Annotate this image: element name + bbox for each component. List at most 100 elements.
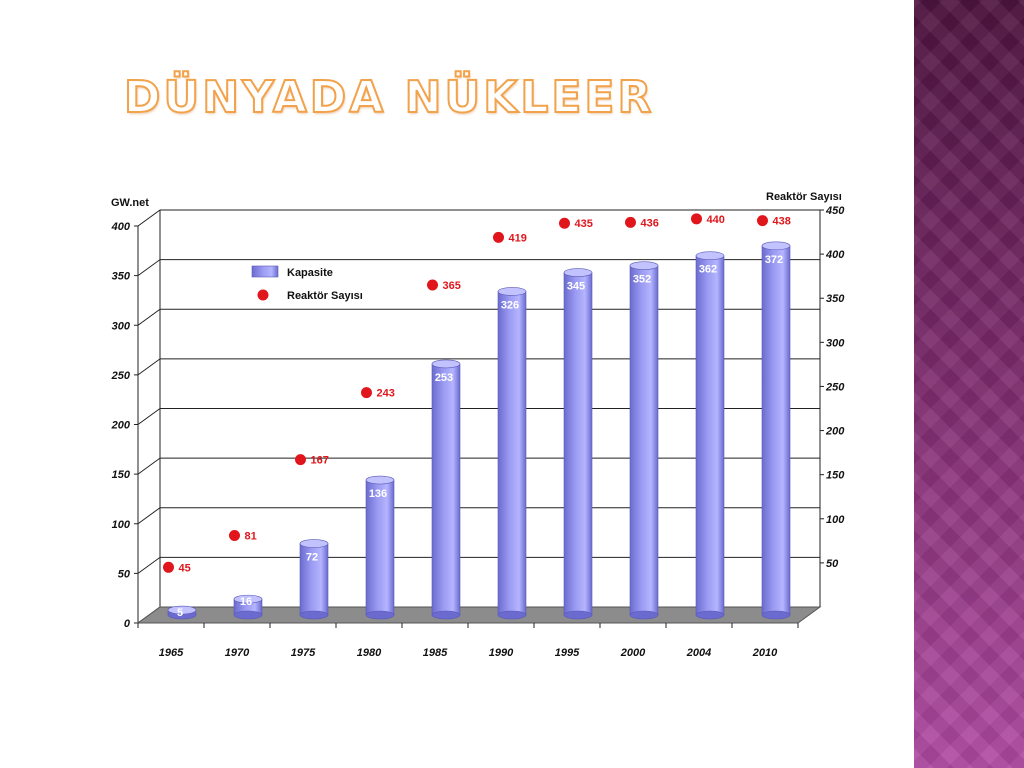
capacity-data-label: 136 bbox=[369, 488, 387, 500]
reactor-marker bbox=[691, 213, 702, 225]
reactor-data-label: 440 bbox=[707, 214, 725, 226]
right-tick-label: 150 bbox=[826, 470, 845, 482]
reactor-data-label: 436 bbox=[641, 217, 659, 229]
x-tick-label: 1975 bbox=[291, 647, 316, 659]
left-tick-label: 150 bbox=[112, 469, 131, 481]
reactor-data-label: 45 bbox=[179, 562, 191, 574]
reactor-marker bbox=[757, 215, 768, 227]
capacity-bar bbox=[365, 479, 395, 616]
capacity-bar bbox=[431, 363, 461, 616]
reactor-marker bbox=[559, 217, 570, 229]
capacity-bar-top bbox=[365, 475, 395, 485]
right-tick-label: 450 bbox=[825, 205, 845, 217]
capacity-data-label: 372 bbox=[765, 254, 783, 266]
right-tick-label: 100 bbox=[826, 514, 845, 526]
x-tick-label: 1985 bbox=[423, 647, 448, 659]
reactor-data-label: 435 bbox=[575, 218, 593, 230]
slide-title: DÜNYADA NÜKLEER bbox=[123, 71, 655, 124]
gridline-side bbox=[137, 358, 161, 376]
capacity-data-label: 362 bbox=[699, 264, 717, 276]
x-tick-label: 1965 bbox=[159, 647, 184, 659]
capacity-bar-base bbox=[233, 610, 263, 620]
capacity-bar-base bbox=[629, 610, 659, 620]
capacity-bar bbox=[563, 272, 593, 616]
left-tick-label: 350 bbox=[112, 271, 131, 283]
reactor-data-label: 167 bbox=[311, 455, 329, 467]
x-tick-label: 2000 bbox=[620, 647, 646, 659]
gridline-side bbox=[137, 457, 161, 475]
capacity-bar-top bbox=[629, 261, 659, 270]
reactor-data-label: 243 bbox=[377, 388, 395, 400]
decorative-side-panel bbox=[912, 0, 1024, 768]
x-tick-label: 1995 bbox=[555, 647, 580, 659]
x-tick-label: 2010 bbox=[752, 647, 778, 659]
gridline-side bbox=[137, 308, 161, 326]
legend-swatch-capacity bbox=[251, 265, 279, 278]
capacity-bar bbox=[497, 291, 527, 616]
capacity-bar-top bbox=[167, 605, 197, 615]
reactor-data-label: 419 bbox=[509, 232, 527, 244]
left-axis-label: GW.net bbox=[111, 197, 149, 209]
gridline-side bbox=[137, 209, 161, 227]
capacity-bar-base bbox=[563, 610, 593, 620]
capacity-bar-top bbox=[233, 594, 263, 604]
capacity-bar-base bbox=[761, 610, 791, 620]
capacity-bar-top bbox=[431, 359, 461, 369]
capacity-bar-base bbox=[497, 610, 527, 620]
capacity-bar-top bbox=[695, 251, 725, 261]
reactor-data-label: 81 bbox=[245, 531, 257, 543]
reactor-marker bbox=[295, 454, 306, 466]
x-tick-label: 1990 bbox=[489, 647, 514, 659]
legend-swatch-reactor bbox=[257, 289, 269, 301]
right-axis-label: Reaktör Sayısı bbox=[766, 191, 842, 203]
right-tick-label: 250 bbox=[825, 381, 845, 393]
gridline-side bbox=[137, 408, 161, 425]
capacity-bar-top bbox=[761, 241, 791, 251]
reactor-marker bbox=[493, 231, 504, 243]
capacity-bar bbox=[629, 265, 659, 616]
reactor-marker bbox=[229, 530, 240, 542]
gridline-side bbox=[137, 259, 161, 277]
capacity-bar-base bbox=[365, 610, 395, 620]
left-tick-label: 100 bbox=[112, 519, 131, 531]
left-tick-label: 250 bbox=[111, 370, 131, 382]
x-tick-label: 1970 bbox=[225, 647, 250, 659]
capacity-bar-base bbox=[431, 610, 461, 620]
gridline-side bbox=[137, 556, 161, 574]
capacity-bar-top bbox=[563, 268, 593, 277]
reactor-marker bbox=[361, 387, 372, 399]
capacity-data-label: 253 bbox=[435, 372, 453, 384]
capacity-data-label: 16 bbox=[240, 596, 252, 608]
right-tick-label: 200 bbox=[825, 426, 845, 438]
capacity-bar-top bbox=[299, 539, 329, 548]
capacity-data-label: 352 bbox=[633, 274, 651, 286]
right-tick-label: 300 bbox=[826, 337, 845, 349]
capacity-bar-base bbox=[299, 610, 329, 620]
capacity-bar bbox=[695, 255, 725, 616]
left-tick-label: 400 bbox=[111, 221, 131, 233]
reactor-marker bbox=[163, 561, 174, 573]
left-tick-label: 50 bbox=[118, 568, 131, 580]
capacity-data-label: 5 bbox=[177, 607, 183, 619]
capacity-bar-base bbox=[695, 610, 725, 620]
right-tick-label: 400 bbox=[825, 249, 845, 261]
reactor-data-label: 365 bbox=[443, 280, 461, 292]
x-tick-label: 1980 bbox=[357, 647, 382, 659]
right-tick-label: 350 bbox=[826, 293, 845, 305]
legend-label-reactor: Reaktör Sayısı bbox=[287, 290, 363, 302]
reactor-marker bbox=[427, 279, 438, 291]
reactor-marker bbox=[625, 216, 636, 228]
x-tick-label: 2004 bbox=[686, 647, 711, 659]
capacity-data-label: 326 bbox=[501, 299, 519, 311]
left-tick-label: 300 bbox=[112, 320, 131, 332]
capacity-data-label: 345 bbox=[567, 281, 585, 293]
reactor-data-label: 438 bbox=[773, 216, 791, 228]
legend-label-capacity: Kapasite bbox=[287, 267, 333, 279]
capacity-bar bbox=[761, 245, 791, 616]
capacity-bar-top bbox=[497, 287, 527, 296]
capacity-data-label: 72 bbox=[306, 552, 318, 564]
right-tick-label: 50 bbox=[826, 558, 839, 570]
left-tick-label: 200 bbox=[111, 420, 131, 432]
gridline-side bbox=[137, 507, 161, 525]
